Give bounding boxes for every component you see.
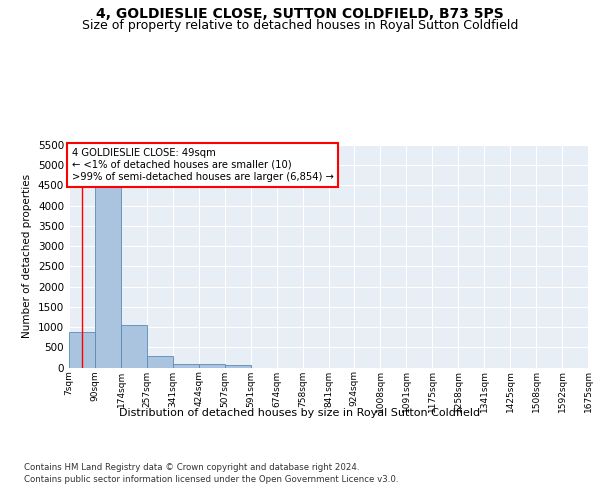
Text: Distribution of detached houses by size in Royal Sutton Coldfield: Distribution of detached houses by size … xyxy=(119,408,481,418)
Bar xyxy=(224,365,251,368)
Bar xyxy=(199,364,224,368)
Text: Contains public sector information licensed under the Open Government Licence v3: Contains public sector information licen… xyxy=(24,475,398,484)
Y-axis label: Number of detached properties: Number of detached properties xyxy=(22,174,32,338)
Text: 4, GOLDIESLIE CLOSE, SUTTON COLDFIELD, B73 5PS: 4, GOLDIESLIE CLOSE, SUTTON COLDFIELD, B… xyxy=(96,8,504,22)
Bar xyxy=(121,324,147,368)
Bar xyxy=(69,332,95,368)
Bar xyxy=(95,184,121,368)
Text: Size of property relative to detached houses in Royal Sutton Coldfield: Size of property relative to detached ho… xyxy=(82,18,518,32)
Bar xyxy=(147,356,173,368)
Bar xyxy=(173,364,199,368)
Text: 4 GOLDIESLIE CLOSE: 49sqm
← <1% of detached houses are smaller (10)
>99% of semi: 4 GOLDIESLIE CLOSE: 49sqm ← <1% of detac… xyxy=(71,148,334,182)
Text: Contains HM Land Registry data © Crown copyright and database right 2024.: Contains HM Land Registry data © Crown c… xyxy=(24,462,359,471)
